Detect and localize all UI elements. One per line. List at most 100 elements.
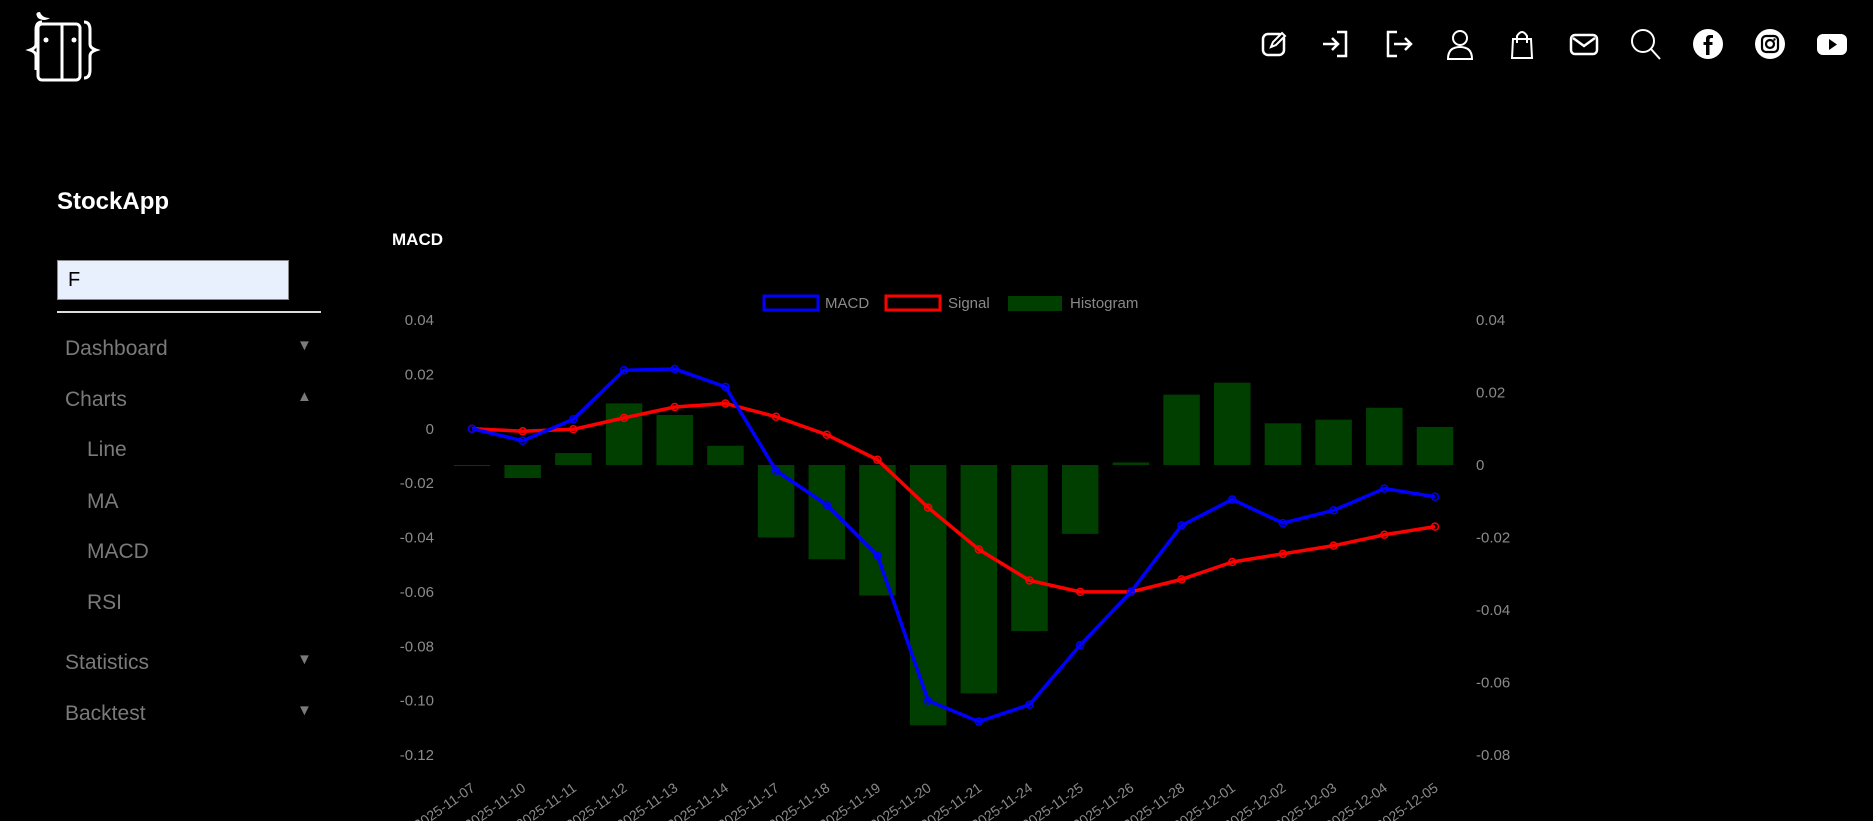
macd-point[interactable]	[1278, 518, 1288, 528]
signal-point[interactable]	[721, 399, 730, 408]
macd-point[interactable]	[1075, 640, 1085, 650]
histogram-bar[interactable]	[1112, 462, 1150, 465]
histogram-bar[interactable]	[808, 465, 846, 560]
signal-point[interactable]	[771, 412, 781, 422]
legend-signal-label[interactable]: Signal	[948, 295, 990, 312]
macd-point[interactable]	[1380, 484, 1389, 493]
histogram-bar[interactable]	[453, 465, 491, 466]
mail-icon[interactable]	[1568, 28, 1600, 60]
sidebar-subitem-macd[interactable]: MACD	[87, 540, 149, 563]
macd-point[interactable]	[1126, 587, 1136, 597]
signal-point[interactable]	[518, 426, 527, 436]
signal-point[interactable]	[1329, 541, 1338, 550]
histogram-bar[interactable]	[707, 445, 744, 465]
macd-point[interactable]	[670, 364, 679, 374]
legend-histogram-swatch[interactable]	[1008, 296, 1062, 311]
y-left-tick-label: -0.02	[400, 475, 434, 492]
chart-title: MACD	[392, 230, 443, 249]
sidebar-item-backtest[interactable]: Backtest	[65, 702, 146, 725]
logout-icon[interactable]	[1382, 28, 1414, 60]
histogram-bar[interactable]	[1214, 382, 1251, 465]
y-left-tick-label: -0.12	[400, 747, 434, 764]
signal-point[interactable]	[1430, 522, 1440, 531]
legend-macd-label[interactable]: MACD	[825, 295, 869, 312]
signal-point[interactable]	[1025, 576, 1034, 585]
macd-point[interactable]	[619, 366, 629, 375]
legend-macd-swatch[interactable]	[762, 294, 820, 312]
chevron-down-icon[interactable]: ▼	[297, 337, 312, 354]
shopping-bag-icon[interactable]	[1506, 28, 1538, 60]
y-right-tick-label: 0	[1476, 457, 1484, 474]
youtube-icon[interactable]	[1816, 28, 1848, 60]
histogram-bar[interactable]	[1011, 465, 1048, 632]
histogram-bar[interactable]	[1315, 419, 1352, 465]
signal-point[interactable]	[1177, 575, 1186, 584]
ticker-search-input[interactable]	[57, 260, 289, 300]
signal-point[interactable]	[619, 413, 629, 423]
y-left-tick-label: 0.02	[405, 366, 434, 383]
y-right-tick-label: -0.08	[1476, 747, 1510, 764]
sidebar-item-charts[interactable]: Charts	[65, 388, 127, 411]
histogram-bar[interactable]	[504, 465, 541, 479]
edit-icon[interactable]	[1258, 28, 1290, 60]
brand-title: StockApp	[57, 188, 170, 215]
histogram-bar[interactable]	[1163, 394, 1200, 465]
signal-point[interactable]	[670, 402, 679, 412]
macd-point[interactable]	[1329, 506, 1338, 515]
y-left-tick-label: -0.04	[400, 530, 434, 547]
login-icon[interactable]	[1320, 28, 1352, 60]
macd-point[interactable]	[518, 436, 527, 445]
macd-point[interactable]	[974, 717, 984, 726]
histogram-bar[interactable]	[960, 465, 998, 694]
macd-point[interactable]	[1025, 700, 1034, 709]
search-icon[interactable]	[1630, 28, 1662, 60]
signal-point[interactable]	[822, 430, 832, 439]
chevron-down-icon[interactable]: ▼	[297, 651, 312, 668]
macd-point[interactable]	[1430, 492, 1440, 501]
histogram-bar[interactable]	[605, 403, 643, 465]
macd-point[interactable]	[771, 466, 781, 475]
y-right-tick-label: 0.04	[1476, 312, 1505, 329]
histogram-bar[interactable]	[1416, 426, 1454, 465]
chart-legend: MACD Signal Histogram	[762, 294, 1138, 312]
legend-histogram-label[interactable]: Histogram	[1070, 295, 1138, 312]
sidebar-subitem-line[interactable]: Line	[87, 438, 127, 461]
y-right-tick-label: -0.04	[1476, 602, 1510, 619]
sidebar-subitem-ma[interactable]: MA	[87, 490, 119, 513]
histogram-bar[interactable]	[757, 465, 795, 538]
signal-point[interactable]	[1075, 587, 1085, 597]
signal-line	[471, 401, 1436, 594]
signal-point[interactable]	[569, 425, 578, 434]
macd-point[interactable]	[467, 424, 477, 433]
legend-signal-swatch[interactable]	[884, 294, 942, 312]
instagram-icon[interactable]	[1754, 28, 1786, 60]
macd-point[interactable]	[1177, 521, 1186, 530]
facebook-icon[interactable]	[1692, 28, 1724, 60]
histogram-bar[interactable]	[859, 465, 896, 596]
sidebar-item-dashboard[interactable]: Dashboard	[65, 337, 168, 360]
histogram-bar[interactable]	[656, 414, 693, 465]
signal-point[interactable]	[1278, 549, 1288, 559]
macd-point[interactable]	[569, 414, 578, 424]
sidebar-item-statistics[interactable]: Statistics	[65, 651, 150, 674]
macd-point[interactable]	[1228, 495, 1237, 504]
macd-point[interactable]	[822, 500, 832, 510]
y-left-tick-label: -0.10	[400, 693, 434, 710]
macd-point[interactable]	[873, 551, 882, 560]
chevron-down-icon[interactable]: ▼	[297, 702, 312, 719]
chevron-up-icon[interactable]: ▲	[297, 388, 312, 405]
signal-point[interactable]	[923, 503, 933, 512]
signal-point[interactable]	[873, 455, 882, 464]
user-icon[interactable]	[1444, 28, 1476, 60]
histogram-bar[interactable]	[1264, 423, 1302, 465]
sidebar-subitem-rsi[interactable]: RSI	[87, 591, 123, 614]
signal-point[interactable]	[1380, 530, 1389, 540]
macd-point[interactable]	[721, 382, 730, 392]
macd-point[interactable]	[923, 696, 933, 705]
histogram-bar[interactable]	[1061, 465, 1099, 534]
signal-point[interactable]	[1228, 557, 1237, 567]
histogram-bar[interactable]	[555, 453, 592, 465]
signal-point[interactable]	[974, 545, 984, 554]
logo-icon[interactable]	[24, 10, 102, 86]
histogram-bar[interactable]	[1366, 407, 1403, 465]
